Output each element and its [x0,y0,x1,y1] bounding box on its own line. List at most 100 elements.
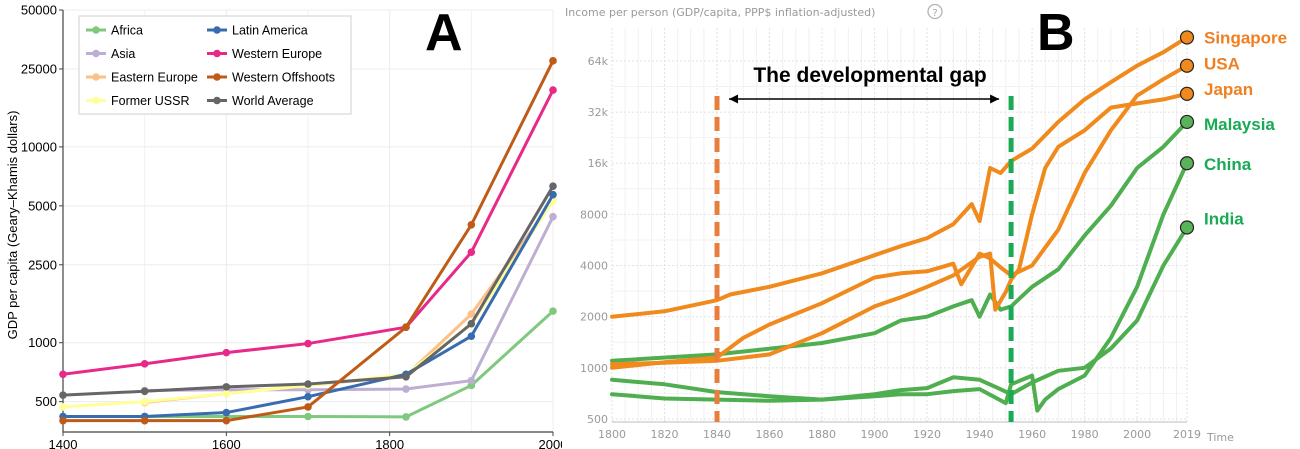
data-point-world-average [140,387,149,396]
x-tick-label: 1800 [375,437,404,449]
panel-b-series [610,35,1189,413]
legend-marker-asia [92,49,100,58]
y-tick-label: 25000 [21,61,57,76]
gap-arrow-head-right [990,94,1000,104]
panel-a-series [59,57,557,425]
country-label-china: China [1204,155,1252,174]
data-point-western-europe [222,348,231,357]
y-tick-label: 1000 [580,362,608,375]
data-point-western-offshoots [467,221,476,229]
series-line-usa [610,63,1189,370]
y-tick-label: 2000 [580,311,608,324]
data-point-western-offshoots [222,416,231,425]
legend-marker-eastern-europe [92,73,100,81]
country-label-japan: Japan [1204,80,1253,99]
panel-a-frame [62,10,553,433]
legend-marker-latin-america [213,26,221,34]
y-tick-label: 50000 [21,3,57,18]
series-line-japan [610,91,1189,367]
country-label-usa: USA [1204,55,1240,74]
data-point-western-europe [467,248,476,256]
data-point-western-offshoots [549,57,557,65]
legend-marker-western-offshoots [213,73,221,81]
country-label-singapore: Singapore [1204,28,1287,47]
data-point-world-average [402,372,410,381]
x-tick-label: 1840 [703,428,731,441]
x-tick-label: 1860 [756,428,784,441]
x-tick-label: 1880 [808,428,836,441]
x-tick-label: 1600 [212,437,241,449]
data-point-latin-america [222,408,231,417]
data-point-world-average [59,391,67,399]
y-tick-label: 2500 [28,257,57,272]
data-point-western-europe [304,339,312,348]
x-tick-label: 1920 [913,428,941,441]
legend-label-africa: Africa [111,24,143,38]
panel-a-ticks: 500 1000 2500 5000 10000 25000 50000 1400 1600 18… [21,3,562,449]
data-point-western-offshoots [402,323,410,332]
data-point-world-average [549,182,557,190]
series-line-singapore [610,35,1189,319]
y-tick-label: 16k [588,157,609,170]
data-point-western-offshoots [140,416,149,425]
series-line-india [610,225,1189,403]
y-tick-label: 64k [588,55,609,68]
data-point-latin-america [304,392,312,401]
legend-label-western-offshoots: Western Offshoots [232,71,335,85]
y-tick-label: 5000 [28,198,57,213]
panel-b-svg: Income per person (GDP/capita, PPP$ infl… [565,3,1287,444]
x-tick-label: 1800 [598,428,626,441]
panel-a-letter: A [425,4,463,62]
y-tick-label: 4000 [580,260,608,273]
panel-b-ticks: 500 1000 2000 4000 8000 16k 32k 64k 1800 1820 1840… [580,55,1201,441]
panel-a-svg: 500 1000 2500 5000 10000 25000 50000 1400 1600 18… [5,3,562,449]
legend-marker-world-average [213,96,221,105]
series-line-africa [144,310,555,419]
data-point-former-ussr [140,397,149,406]
legend-label-asia: Asia [111,47,135,61]
data-point-asia [402,385,410,393]
legend-label-world-average: World Average [232,94,314,108]
legend-label-latin-america: Latin America [232,24,308,38]
legend-marker-former-ussr [92,96,100,105]
legend-marker-africa [92,26,100,34]
data-point-western-offshoots [59,416,67,425]
data-point-world-average [222,383,231,391]
legend-label-former-ussr: Former USSR [111,94,189,108]
data-point-asia [467,376,476,385]
panel-b-chart: Income per person (GDP/capita, PPP$ infl… [562,0,1300,449]
legend-label-western-europe: Western Europe [232,47,322,61]
x-tick-label: 1940 [966,428,994,441]
data-point-western-europe [549,86,557,94]
y-tick-label: 500 [35,394,57,409]
data-point-africa [549,307,557,315]
panel-b-title: Income per person (GDP/capita, PPP$ infl… [565,6,875,19]
x-tick-label: 2000 [539,437,562,449]
end-marker-singapore [1179,30,1195,45]
panel-b-country-labels: Singapore USA Japan Malaysia China India [1179,28,1287,235]
legend-marker-western-europe [213,49,221,58]
gap-arrow-head-left [729,94,739,104]
series-line-china [610,161,1189,413]
help-icon-glyph: ? [932,8,937,19]
y-tick-label: 32k [588,106,609,119]
panel-a-legend: Africa Asia Eastern Europe Former USSR Latin… [78,15,352,115]
series-line-asia [144,216,555,393]
y-tick-label: 1000 [28,335,57,350]
help-icon[interactable]: ? [927,3,943,20]
data-point-africa [304,412,312,421]
data-point-world-average [304,380,312,388]
end-marker-malaysia [1179,114,1195,130]
data-point-former-ussr [59,403,67,411]
developmental-gap-annotation: The developmental gap [714,64,1014,422]
end-marker-china [1179,156,1195,171]
x-tick-label: 1900 [861,428,889,441]
data-point-latin-america [549,190,557,199]
gap-annotation-text: The developmental gap [753,64,986,87]
panel-b-x-axis-label: Time [1206,431,1234,444]
end-marker-usa [1179,58,1195,73]
x-tick-label: 1980 [1071,428,1099,441]
data-point-asia [549,212,557,221]
data-point-western-europe [140,360,149,368]
data-point-world-average [467,319,476,328]
